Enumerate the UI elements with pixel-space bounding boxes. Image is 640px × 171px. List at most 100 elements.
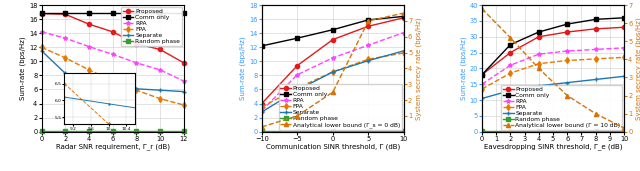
- RPA: [620, 47, 628, 49]
- RPA: [506, 64, 514, 66]
- Line: RPA: RPA: [260, 30, 406, 113]
- Proposed: [364, 25, 372, 27]
- Separate: [364, 60, 372, 62]
- Proposed: [38, 12, 45, 15]
- RPA: [132, 62, 140, 64]
- X-axis label: Eavesdropping SINR threshold, Γ_e (dB): Eavesdropping SINR threshold, Γ_e (dB): [484, 143, 622, 150]
- RPA: [535, 53, 543, 55]
- Line: Random phase: Random phase: [260, 129, 406, 133]
- Separate: [294, 89, 301, 91]
- Random phase: [563, 130, 571, 132]
- Random phase: [400, 130, 408, 132]
- Random phase: [364, 130, 372, 132]
- Line: Separate: Separate: [260, 49, 406, 114]
- Comm only: [294, 37, 301, 39]
- Random phase: [61, 130, 69, 132]
- RPA: [364, 44, 372, 46]
- Separate: [156, 89, 164, 91]
- Comm only: [478, 74, 486, 76]
- FPA: [478, 88, 486, 90]
- FPA: [109, 80, 116, 82]
- Line: Random phase: Random phase: [480, 129, 626, 133]
- Random phase: [592, 130, 600, 132]
- Comm only: [592, 18, 600, 20]
- Separate: [109, 85, 116, 87]
- Comm only: [563, 23, 571, 25]
- FPA: [38, 46, 45, 48]
- Analytical lower bound (Γ = 10 dB): [535, 67, 543, 69]
- RPA: [156, 69, 164, 71]
- Comm only: [364, 19, 372, 21]
- Y-axis label: System secrecy rate (bps/Hz): System secrecy rate (bps/Hz): [415, 17, 422, 120]
- RPA: [85, 46, 93, 48]
- Comm only: [620, 17, 628, 19]
- Legend: Proposed, Comm only, RPA, FPA, Separate, Random phase, Analytical lower bound (Γ: Proposed, Comm only, RPA, FPA, Separate,…: [278, 84, 402, 130]
- Comm only: [61, 12, 69, 14]
- RPA: [258, 110, 266, 112]
- FPA: [61, 57, 69, 59]
- FPA: [258, 106, 266, 108]
- Comm only: [85, 12, 93, 14]
- Comm only: [258, 45, 266, 47]
- Proposed: [400, 17, 408, 19]
- Line: Analytical lower bound (Γ = 10 dB): Analytical lower bound (Γ = 10 dB): [480, 7, 626, 130]
- Analytical lower bound (Γ_s = 0 dB): [329, 91, 337, 93]
- RPA: [592, 48, 600, 50]
- FPA: [156, 98, 164, 100]
- Separate: [478, 97, 486, 100]
- Analytical lower bound (Γ_s = 0 dB): [258, 126, 266, 128]
- FPA: [620, 56, 628, 58]
- RPA: [180, 80, 188, 82]
- Line: Proposed: Proposed: [260, 16, 406, 106]
- FPA: [506, 72, 514, 74]
- FPA: [294, 87, 301, 89]
- Proposed: [180, 62, 188, 64]
- Random phase: [132, 130, 140, 132]
- Y-axis label: Sum-rate (bps/Hz): Sum-rate (bps/Hz): [20, 37, 26, 100]
- Random phase: [85, 130, 93, 132]
- Analytical lower bound (Γ = 10 dB): [620, 127, 628, 129]
- RPA: [61, 37, 69, 39]
- RPA: [400, 31, 408, 34]
- Proposed: [85, 23, 93, 25]
- Line: Proposed: Proposed: [40, 11, 186, 65]
- Proposed: [132, 43, 140, 45]
- Line: FPA: FPA: [480, 55, 626, 91]
- Random phase: [258, 130, 266, 132]
- Proposed: [258, 103, 266, 105]
- Random phase: [506, 130, 514, 132]
- FPA: [535, 63, 543, 65]
- Analytical lower bound (Γ_s = 0 dB): [400, 12, 408, 14]
- Line: RPA: RPA: [480, 46, 626, 86]
- Comm only: [38, 12, 45, 14]
- FPA: [329, 71, 337, 73]
- Y-axis label: System secrecy rate (bps/Hz): System secrecy rate (bps/Hz): [635, 17, 640, 120]
- FPA: [132, 89, 140, 91]
- Separate: [61, 72, 69, 74]
- Comm only: [156, 12, 164, 14]
- Analytical lower bound (Γ_s = 0 dB): [294, 115, 301, 117]
- Analytical lower bound (Γ = 10 dB): [563, 95, 571, 97]
- Random phase: [180, 130, 188, 132]
- Analytical lower bound (Γ_s = 0 dB): [364, 20, 372, 22]
- Comm only: [132, 12, 140, 14]
- Separate: [400, 50, 408, 52]
- FPA: [563, 60, 571, 62]
- Proposed: [478, 74, 486, 76]
- Proposed: [535, 36, 543, 38]
- Line: Proposed: Proposed: [480, 25, 626, 77]
- Line: Comm only: Comm only: [40, 11, 186, 15]
- Line: Comm only: Comm only: [480, 16, 626, 77]
- Y-axis label: Sum-rate (bps/Hz): Sum-rate (bps/Hz): [460, 37, 467, 100]
- Separate: [563, 82, 571, 84]
- Proposed: [620, 26, 628, 28]
- Legend: Proposed, Comm only, RPA, FPA, Separate, Random phase: Proposed, Comm only, RPA, FPA, Separate,…: [121, 7, 182, 46]
- Random phase: [294, 130, 301, 132]
- Comm only: [329, 29, 337, 31]
- Separate: [132, 88, 140, 90]
- Random phase: [109, 130, 116, 132]
- Separate: [506, 90, 514, 92]
- Separate: [180, 91, 188, 93]
- Comm only: [506, 44, 514, 46]
- Legend: Proposed, Comm only, RPA, FPA, Separate, Random phase, Analytical lower bound (Γ: Proposed, Comm only, RPA, FPA, Separate,…: [501, 85, 622, 130]
